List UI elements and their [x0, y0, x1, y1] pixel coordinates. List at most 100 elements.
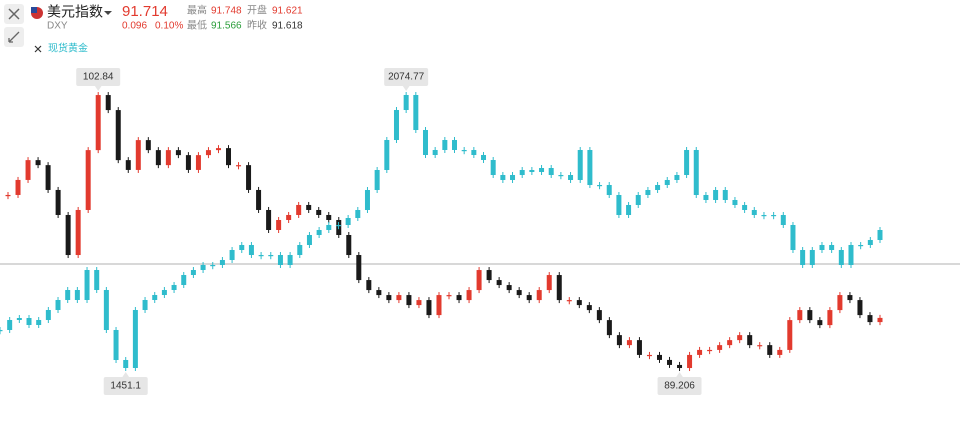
- open-label: 开盘: [247, 4, 267, 17]
- candle: [246, 165, 252, 190]
- candle: [95, 95, 101, 151]
- candle: [256, 189, 262, 210]
- candle: [616, 194, 622, 215]
- candle: [105, 95, 111, 111]
- candle: [384, 139, 390, 171]
- candle: [867, 315, 873, 323]
- callout-pointer: [121, 371, 130, 378]
- candle: [519, 170, 525, 175]
- candle: [596, 310, 602, 321]
- candle: [181, 274, 187, 285]
- candle: [722, 190, 728, 200]
- remove-compare[interactable]: [34, 45, 42, 53]
- candle: [277, 254, 283, 265]
- candle: [635, 194, 641, 205]
- candle: [636, 340, 642, 355]
- candle: [829, 244, 835, 250]
- candle: [747, 335, 753, 346]
- candle: [674, 174, 680, 180]
- candle: [171, 284, 177, 290]
- callout-box: [76, 68, 121, 87]
- candle: [268, 254, 274, 257]
- candle: [576, 300, 582, 306]
- candle: [703, 194, 709, 200]
- candle: [693, 150, 699, 195]
- high: 91.748: [211, 6, 242, 17]
- high-label: 最高: [187, 4, 207, 17]
- candle: [506, 285, 512, 291]
- callout-box: [384, 68, 429, 87]
- candle: [393, 110, 399, 140]
- candle: [558, 174, 564, 177]
- candle: [626, 204, 632, 215]
- candle: [616, 335, 622, 346]
- candle: [486, 270, 492, 281]
- candle: [346, 235, 352, 256]
- candle: [717, 345, 723, 350]
- candle: [461, 150, 467, 152]
- candle: [84, 269, 90, 300]
- candle: [5, 194, 11, 197]
- candle: [677, 364, 683, 369]
- candle: [0, 329, 3, 332]
- prev-label: 昨收: [247, 19, 267, 32]
- candle: [466, 290, 472, 301]
- candle: [103, 289, 109, 330]
- candle: [152, 294, 158, 300]
- candle: [790, 224, 796, 250]
- candle: [7, 319, 13, 330]
- candle: [239, 244, 245, 250]
- dropdown-arrow[interactable]: [104, 11, 112, 15]
- candle: [476, 270, 482, 291]
- candle: [727, 340, 733, 346]
- candle: [751, 210, 757, 215]
- candle: [25, 160, 31, 180]
- candle: [656, 354, 662, 360]
- candle: [481, 154, 487, 160]
- callout-label: 102.84: [83, 72, 114, 83]
- candle: [132, 309, 138, 368]
- candle: [655, 184, 661, 191]
- candle: [287, 254, 293, 265]
- candle: [376, 290, 382, 296]
- candle: [145, 140, 151, 151]
- candle: [403, 95, 409, 111]
- candle: [236, 165, 242, 167]
- candle: [16, 317, 22, 320]
- candle: [26, 317, 32, 325]
- symbol-name[interactable]: 美元指数: [47, 4, 103, 20]
- candle: [416, 300, 422, 306]
- last-price: 91.714: [122, 3, 168, 20]
- candle: [800, 249, 806, 265]
- candle: [606, 320, 612, 336]
- candle: [516, 290, 522, 296]
- candle: [556, 275, 562, 301]
- candle: [161, 289, 167, 295]
- candle: [568, 174, 574, 180]
- candle: [355, 210, 361, 218]
- candle: [306, 234, 312, 245]
- close-icon: [8, 8, 20, 20]
- candle: [366, 280, 372, 291]
- candle: [456, 295, 462, 301]
- candle: [539, 168, 545, 173]
- candle: [335, 224, 341, 227]
- candle: [432, 150, 438, 155]
- candle: [837, 295, 843, 311]
- candle: [266, 209, 272, 230]
- candle: [155, 150, 161, 166]
- candle: [452, 139, 458, 151]
- candle: [510, 174, 516, 180]
- candle: [422, 130, 428, 155]
- candle: [226, 148, 232, 166]
- candle: [297, 244, 303, 255]
- candle: [35, 160, 41, 166]
- candle: [597, 184, 603, 187]
- callout-box: [657, 377, 702, 396]
- candle: [713, 190, 719, 200]
- candle: [645, 190, 651, 195]
- candle: [36, 319, 42, 325]
- candle: [113, 329, 119, 360]
- candle: [356, 255, 362, 281]
- candle: [807, 310, 813, 321]
